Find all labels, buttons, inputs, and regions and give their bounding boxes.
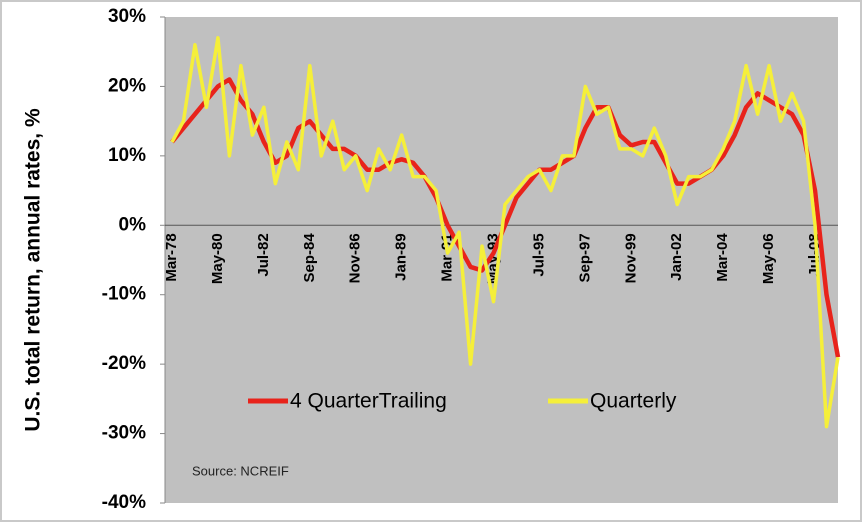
annotation: Source: NCREIF xyxy=(192,463,289,478)
x-tick-label: May-80 xyxy=(209,233,226,284)
y-tick-label: -10% xyxy=(102,284,146,305)
x-tick-label: Mar-04 xyxy=(714,233,731,282)
y-tick-label: 30% xyxy=(108,6,146,27)
x-tick-label: May-06 xyxy=(760,233,777,284)
y-axis-label: U.S. total return, annual rates, % xyxy=(22,108,45,432)
x-tick-label: Jan-02 xyxy=(668,233,685,281)
y-tick-label: -20% xyxy=(102,353,146,374)
x-tick-label: Jan-89 xyxy=(393,233,410,281)
y-tick-label: 0% xyxy=(119,214,147,235)
x-tick-label: Jul-82 xyxy=(255,233,272,276)
y-tick-label: -30% xyxy=(102,423,146,444)
y-tick-label: -40% xyxy=(102,492,146,513)
x-tick-label: Sep-97 xyxy=(576,233,593,282)
x-tick-label: Sep-84 xyxy=(301,233,318,283)
series-line xyxy=(170,36,840,429)
y-tick-label: 20% xyxy=(108,75,146,96)
legend-label: Quarterly xyxy=(590,390,677,413)
x-tick-label: Mar-78 xyxy=(163,233,180,281)
x-tick-label: Nov-86 xyxy=(347,233,364,283)
legend-label: 4 QuarterTrailing xyxy=(290,390,447,413)
plot-area xyxy=(165,17,838,503)
x-tick-label: Nov-99 xyxy=(622,233,639,283)
y-tick-label: 10% xyxy=(108,145,146,166)
x-tick-label: Jul-95 xyxy=(530,233,547,276)
